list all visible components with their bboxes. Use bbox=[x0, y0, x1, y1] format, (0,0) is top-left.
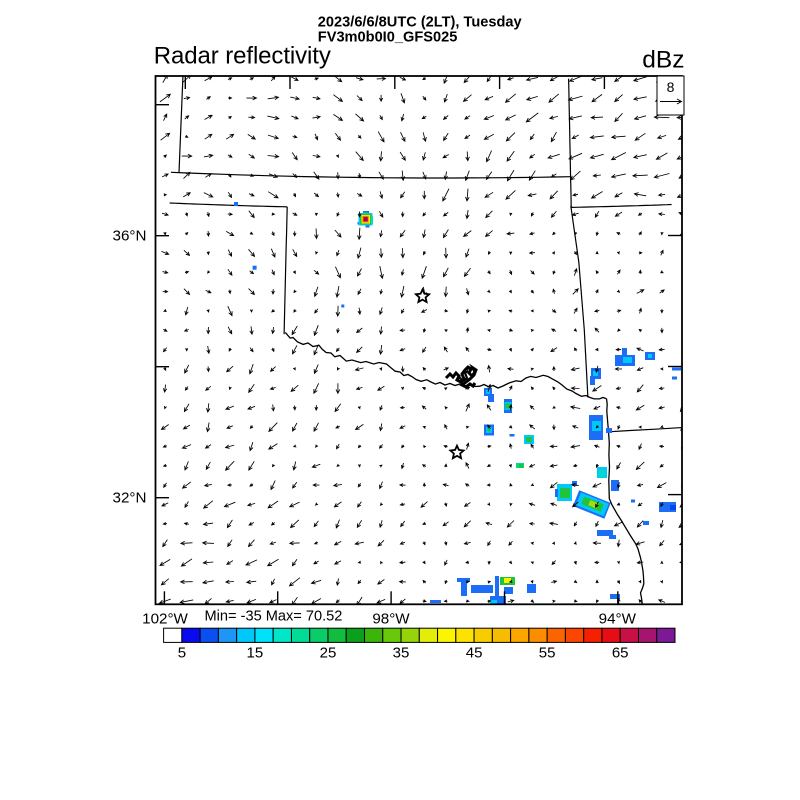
svg-text:15: 15 bbox=[247, 645, 264, 662]
svg-text:8: 8 bbox=[667, 79, 675, 95]
svg-text:98°W: 98°W bbox=[372, 611, 410, 628]
svg-text:2023/6/6/8UTC (2LT), Tuesday: 2023/6/6/8UTC (2LT), Tuesday bbox=[318, 15, 523, 31]
svg-text:5: 5 bbox=[178, 645, 186, 662]
svg-text:36°N: 36°N bbox=[113, 228, 147, 245]
svg-text:Min= -35 Max= 70.52: Min= -35 Max= 70.52 bbox=[205, 609, 343, 625]
svg-text:35: 35 bbox=[393, 645, 410, 662]
svg-text:45: 45 bbox=[466, 645, 483, 662]
svg-text:102°W: 102°W bbox=[142, 611, 188, 628]
svg-text:FV3m0b0I0_GFS025: FV3m0b0I0_GFS025 bbox=[318, 30, 458, 46]
svg-text:32°N: 32°N bbox=[113, 490, 147, 507]
svg-text:55: 55 bbox=[539, 645, 556, 662]
svg-text:Radar reflectivity: Radar reflectivity bbox=[154, 43, 331, 70]
svg-text:25: 25 bbox=[320, 645, 337, 662]
svg-text:94°W: 94°W bbox=[599, 611, 637, 628]
svg-text:dBz: dBz bbox=[642, 47, 684, 74]
svg-text:65: 65 bbox=[612, 645, 629, 662]
